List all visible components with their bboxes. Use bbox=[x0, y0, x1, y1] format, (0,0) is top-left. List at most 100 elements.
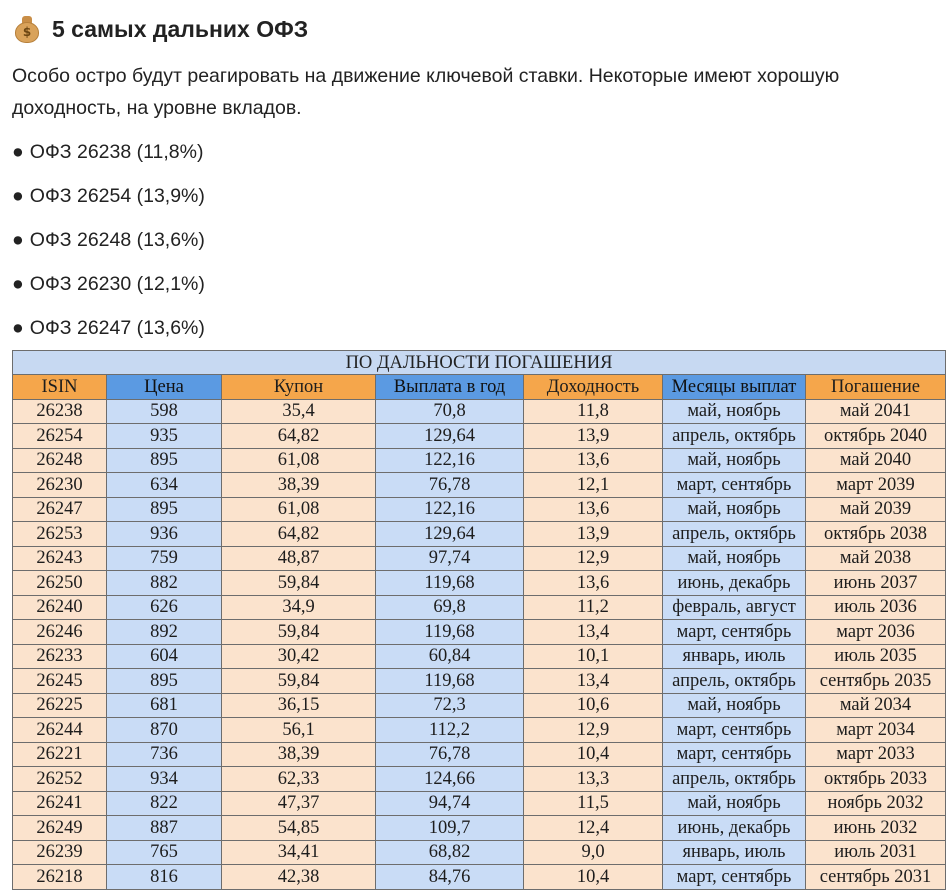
table-cell: 26241 bbox=[12, 790, 107, 816]
table-cell: март 2033 bbox=[805, 741, 946, 767]
table-cell: 895 bbox=[106, 496, 222, 522]
table-row: 26218 816 42,38 84,76 10,4 март, сентябрь сент… bbox=[12, 864, 946, 890]
table-cell: 59,84 bbox=[221, 619, 376, 645]
table-cell: март 2039 bbox=[805, 472, 946, 498]
table-cell: 30,42 bbox=[221, 643, 376, 669]
table-cell: 13,9 bbox=[523, 423, 663, 449]
table-cell: 822 bbox=[106, 790, 222, 816]
table-cell: 13,4 bbox=[523, 619, 663, 645]
table-cell: май, ноябрь bbox=[662, 692, 806, 718]
table-cell: 61,08 bbox=[221, 447, 376, 473]
bullet-icon: ● bbox=[12, 317, 24, 339]
table-cell: 681 bbox=[106, 692, 222, 718]
table-cell: 10,4 bbox=[523, 864, 663, 890]
table-cell: 935 bbox=[106, 423, 222, 449]
table-cell: 765 bbox=[106, 839, 222, 865]
table-cell: 26240 bbox=[12, 594, 107, 620]
list-item-text: ОФЗ 26254 (13,9%) bbox=[29, 185, 205, 207]
table-cell: 26249 bbox=[12, 815, 107, 841]
table-cell: май 2039 bbox=[805, 496, 946, 522]
table-cell: апрель, октябрь bbox=[662, 521, 806, 547]
table-cell: 26225 bbox=[12, 692, 107, 718]
column-header: Месяцы выплат bbox=[662, 374, 806, 400]
table-cell: 11,8 bbox=[523, 398, 663, 424]
table-row: 26230 634 38,39 76,78 12,1 март, сентябрь март… bbox=[12, 472, 946, 498]
table-cell: 38,39 bbox=[221, 741, 376, 767]
table-cell: 759 bbox=[106, 545, 222, 571]
table-cell: апрель, октябрь bbox=[662, 668, 806, 694]
table-cell: 870 bbox=[106, 717, 222, 743]
table-cell: 64,82 bbox=[221, 423, 376, 449]
table-cell: 76,78 bbox=[375, 472, 524, 498]
table-cell: 26253 bbox=[12, 521, 107, 547]
table-cell: 47,37 bbox=[221, 790, 376, 816]
table-cell: 84,76 bbox=[375, 864, 524, 890]
table-cell: май 2038 bbox=[805, 545, 946, 571]
bullet-icon: ● bbox=[12, 229, 24, 251]
table-cell: 76,78 bbox=[375, 741, 524, 767]
table-cell: 13,4 bbox=[523, 668, 663, 694]
table-cell: май, ноябрь bbox=[662, 545, 806, 571]
list-item-text: ОФЗ 26230 (12,1%) bbox=[29, 273, 205, 295]
table-cell: июнь, декабрь bbox=[662, 815, 806, 841]
table-cell: 634 bbox=[106, 472, 222, 498]
table-row: 26221 736 38,39 76,78 10,4 март, сентябрь март… bbox=[12, 741, 946, 767]
table-row: 26250 882 59,84 119,68 13,6 июнь, декабрь июнь… bbox=[12, 570, 946, 596]
table-cell: 34,41 bbox=[221, 839, 376, 865]
table-cell: 26221 bbox=[12, 741, 107, 767]
table-cell: 26218 bbox=[12, 864, 107, 890]
table-cell: 26233 bbox=[12, 643, 107, 669]
list-item-text: ОФЗ 26238 (11,8%) bbox=[29, 141, 204, 163]
table-cell: март 2036 bbox=[805, 619, 946, 645]
table-cell: 936 bbox=[106, 521, 222, 547]
table-cell: сентябрь 2035 bbox=[805, 668, 946, 694]
list-item: ● ОФЗ 26254 (13,9%) bbox=[12, 180, 205, 224]
table-row: 26254 935 64,82 129,64 13,9 апрель, октябрь ок… bbox=[12, 423, 946, 449]
post-header: $ 5 самых дальних ОФЗ bbox=[14, 12, 308, 46]
table-cell: 10,1 bbox=[523, 643, 663, 669]
table-cell: 604 bbox=[106, 643, 222, 669]
table-cell: 97,74 bbox=[375, 545, 524, 571]
table-cell: 26230 bbox=[12, 472, 107, 498]
table-cell: 60,84 bbox=[375, 643, 524, 669]
bullet-icon: ● bbox=[12, 273, 24, 295]
table-cell: май 2040 bbox=[805, 447, 946, 473]
table-cell: 11,5 bbox=[523, 790, 663, 816]
table-cell: март, сентябрь bbox=[662, 717, 806, 743]
table-cell: апрель, октябрь bbox=[662, 766, 806, 792]
table-cell: март, сентябрь bbox=[662, 619, 806, 645]
list-item: ● ОФЗ 26247 (13,6%) bbox=[12, 312, 205, 356]
table-cell: 69,8 bbox=[375, 594, 524, 620]
table-cell: 68,82 bbox=[375, 839, 524, 865]
table-cell: 895 bbox=[106, 447, 222, 473]
table-row: 26225 681 36,15 72,3 10,6 май, ноябрь май 2034 bbox=[12, 692, 946, 718]
list-item: ● ОФЗ 26248 (13,6%) bbox=[12, 224, 205, 268]
table-cell: 124,66 bbox=[375, 766, 524, 792]
table-cell: июль 2035 bbox=[805, 643, 946, 669]
table-cell: 119,68 bbox=[375, 619, 524, 645]
table-cell: июль 2036 bbox=[805, 594, 946, 620]
table-cell: март, сентябрь bbox=[662, 472, 806, 498]
table-cell: 816 bbox=[106, 864, 222, 890]
table-cell: 70,8 bbox=[375, 398, 524, 424]
list-item-text: ОФЗ 26248 (13,6%) bbox=[29, 229, 205, 251]
table-cell: 26250 bbox=[12, 570, 107, 596]
bonds-table: ПО ДАЛЬНОСТИ ПОГАШЕНИЯ ISIN Цена Купон Выпл… bbox=[12, 350, 946, 890]
table-row: 26248 895 61,08 122,16 13,6 май, ноябрь май 20… bbox=[12, 447, 946, 473]
table-row: 26245 895 59,84 119,68 13,4 апрель, октябрь се… bbox=[12, 668, 946, 694]
table-cell: май, ноябрь bbox=[662, 496, 806, 522]
table-cell: 119,68 bbox=[375, 668, 524, 694]
table-cell: октябрь 2040 bbox=[805, 423, 946, 449]
table-cell: 61,08 bbox=[221, 496, 376, 522]
table-cell: 122,16 bbox=[375, 447, 524, 473]
table-cell: 26254 bbox=[12, 423, 107, 449]
table-cell: 48,87 bbox=[221, 545, 376, 571]
table-cell: 64,82 bbox=[221, 521, 376, 547]
list-item-text: ОФЗ 26247 (13,6%) bbox=[29, 317, 205, 339]
table-cell: 109,7 bbox=[375, 815, 524, 841]
table-cell: 94,74 bbox=[375, 790, 524, 816]
table-cell: 13,3 bbox=[523, 766, 663, 792]
table-row: 26249 887 54,85 109,7 12,4 июнь, декабрь июнь … bbox=[12, 815, 946, 841]
table-cell: 10,4 bbox=[523, 741, 663, 767]
table-cell: июнь 2032 bbox=[805, 815, 946, 841]
